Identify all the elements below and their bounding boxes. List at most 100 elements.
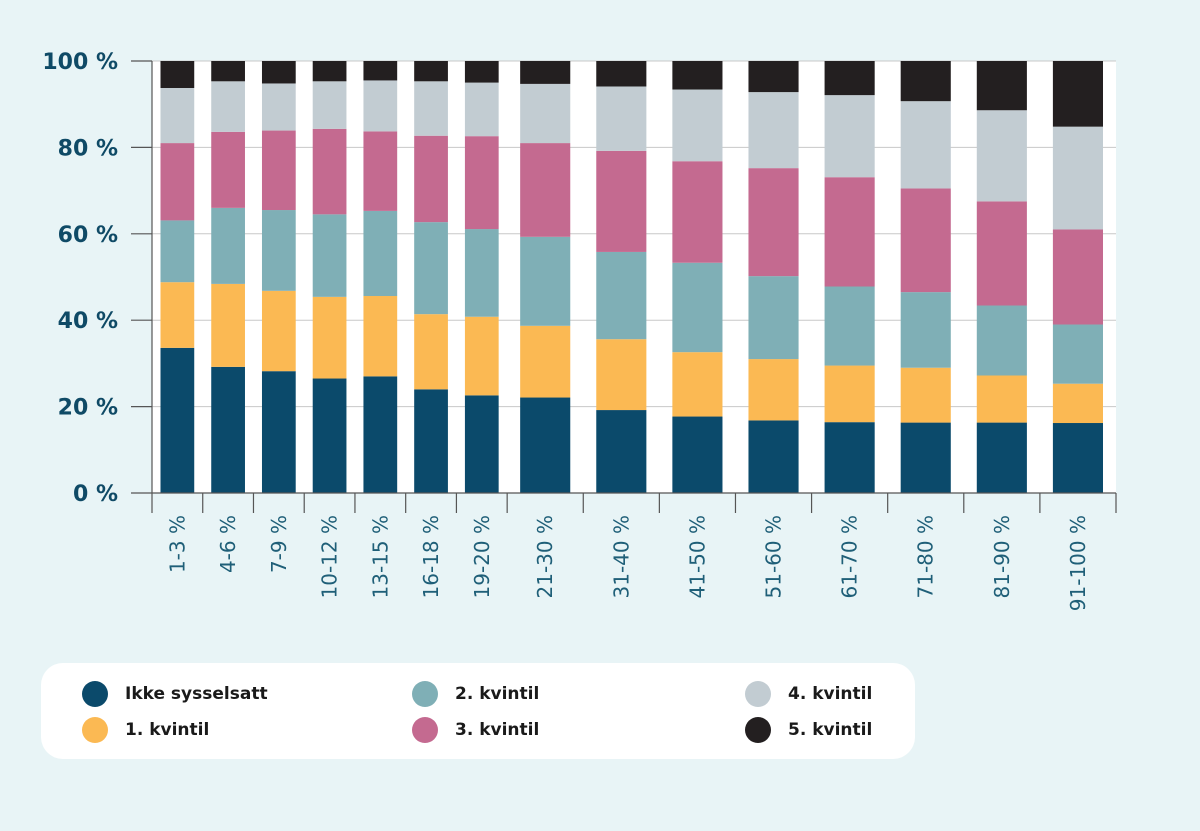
legend-item: 5. kvintil <box>745 717 872 743</box>
y-tick-label: 20 % <box>58 396 118 421</box>
x-tick-label: 13-15 % <box>368 515 392 598</box>
bar-segment <box>900 188 951 293</box>
bar-segment <box>748 92 799 169</box>
bar-segment <box>748 276 799 360</box>
legend-label: 3. kvintil <box>455 720 540 740</box>
bar-segment <box>900 101 951 189</box>
x-tick-label: 81-90 % <box>990 515 1014 598</box>
bar-segment <box>520 236 571 326</box>
bar-segment <box>976 201 1027 306</box>
bar-segment <box>672 416 723 493</box>
bar-segment <box>520 397 571 493</box>
bar-segment <box>414 61 448 82</box>
axes <box>131 60 1117 513</box>
bar-segment <box>211 366 245 493</box>
bar-segment <box>363 80 398 132</box>
bar-segment <box>520 83 571 144</box>
bar-segment <box>596 86 647 151</box>
bar-segment <box>312 378 347 493</box>
bar-segment <box>748 420 799 493</box>
legend-item: 3. kvintil <box>412 717 539 743</box>
legend-swatch-icon <box>745 717 771 743</box>
y-tick-labels: 0 % 20 % 40 % 60 % 80 % 100 % <box>42 50 118 507</box>
y-tick-label: 100 % <box>42 50 118 75</box>
bar-segment <box>976 61 1027 111</box>
bar-segment <box>211 81 245 132</box>
bar-segment <box>261 83 296 131</box>
bar-segment <box>312 128 347 215</box>
bar-segment <box>1052 383 1103 424</box>
bar-segment <box>160 61 195 88</box>
x-tick-label: 31-40 % <box>609 515 633 598</box>
legend-swatch-icon <box>82 681 108 707</box>
bar-segment <box>824 286 875 366</box>
bar-segment <box>464 61 499 83</box>
bar-segment <box>596 251 647 340</box>
bars <box>160 61 1103 493</box>
bar-segment <box>824 422 875 493</box>
bar-segment <box>363 210 398 297</box>
x-tick-label: 16-18 % <box>419 515 443 598</box>
y-tick-label: 0 % <box>73 482 118 507</box>
x-tick-label: 21-30 % <box>533 515 557 598</box>
bar-segment <box>464 395 499 493</box>
legend-label: 5. kvintil <box>788 720 873 740</box>
x-tick-label: 41-50 % <box>685 515 709 598</box>
bar-segment <box>672 89 723 162</box>
bar-segment <box>464 82 499 137</box>
bar-segment <box>520 143 571 237</box>
y-tick-label: 60 % <box>58 223 118 248</box>
bar-segment <box>312 296 347 379</box>
bar-segment <box>596 339 647 411</box>
bar-segment <box>596 150 647 252</box>
bar-segment <box>312 61 347 82</box>
bar-segment <box>976 110 1027 202</box>
legend: Ikke sysselsatt 1. kvintil 2. kvintil 3.… <box>41 663 915 759</box>
bar-segment <box>900 422 951 493</box>
legend-label: 1. kvintil <box>125 720 210 740</box>
bar-segment <box>596 61 647 87</box>
stacked-bar-chart: 0 % 20 % 40 % 60 % 80 % 100 % 1-3 % 4-6 % 7-9 %… <box>42 50 1117 611</box>
bar-segment <box>672 352 723 417</box>
bar-segment <box>363 376 398 493</box>
x-tick-label: 7-9 % <box>267 515 291 573</box>
bar-segment <box>976 422 1027 493</box>
bar-segment <box>160 282 195 348</box>
bar-segment <box>748 61 799 93</box>
legend-label: 2. kvintil <box>455 684 540 704</box>
legend-label: 4. kvintil <box>788 684 873 704</box>
bar-segment <box>160 88 195 144</box>
bar-segment <box>261 130 296 211</box>
x-tick-label: 4-6 % <box>216 515 240 573</box>
legend-item: Ikke sysselsatt <box>82 681 268 707</box>
x-tick-label: 1-3 % <box>165 515 189 573</box>
legend-item: 1. kvintil <box>82 717 209 743</box>
bar-segment <box>596 410 647 493</box>
bar-segment <box>520 61 571 84</box>
bar-segment <box>1052 324 1103 384</box>
bar-segment <box>414 81 448 136</box>
bar-segment <box>900 61 951 102</box>
bar-segment <box>211 61 245 82</box>
bar-segment <box>900 292 951 368</box>
y-tick-label: 40 % <box>58 309 118 334</box>
bar-segment <box>520 325 571 398</box>
x-tick-label: 61-70 % <box>838 515 862 598</box>
bar-segment <box>414 135 448 223</box>
bar-segment <box>211 131 245 208</box>
bar-segment <box>414 389 448 493</box>
bar-segment <box>672 262 723 353</box>
bar-segment <box>160 347 195 493</box>
bar-segment <box>464 136 499 230</box>
legend-item: 2. kvintil <box>412 681 539 707</box>
bar-segment <box>1052 126 1103 230</box>
bar-segment <box>414 314 448 390</box>
bar-segment <box>312 81 347 129</box>
bar-segment <box>900 367 951 423</box>
bar-segment <box>824 61 875 96</box>
bar-segment <box>824 95 875 178</box>
legend-label: Ikke sysselsatt <box>125 684 268 704</box>
bar-segment <box>261 371 296 493</box>
x-tick-label: 10-12 % <box>318 515 342 598</box>
bar-segment <box>312 214 347 297</box>
